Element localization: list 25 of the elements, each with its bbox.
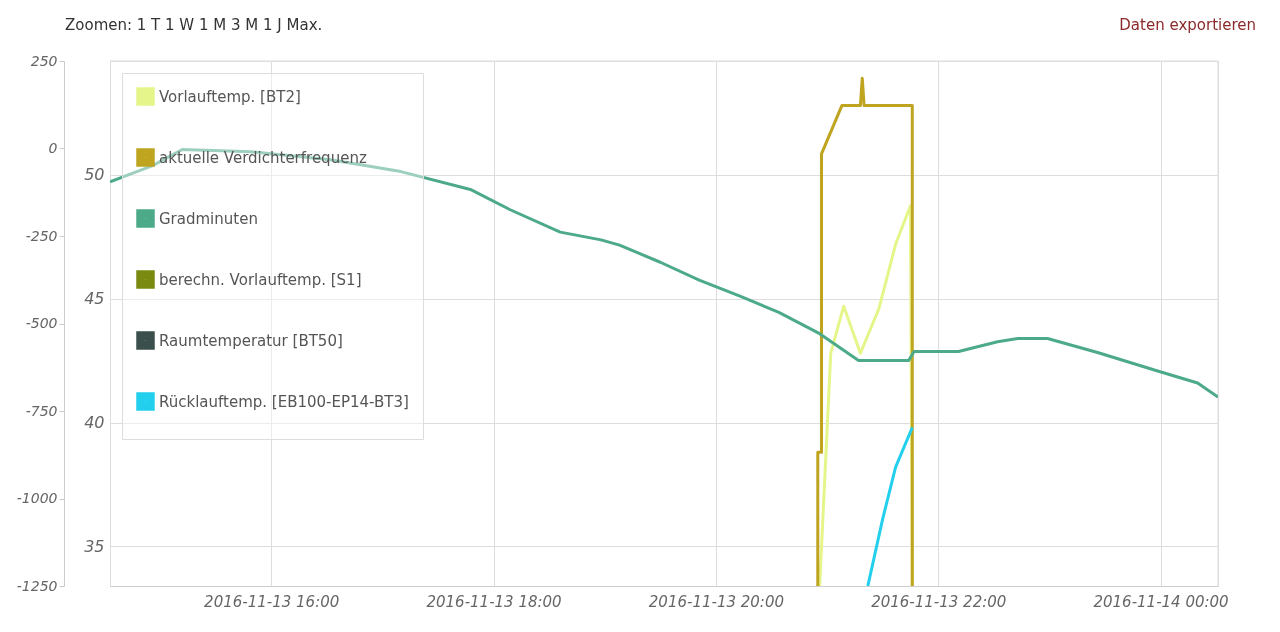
y2-tick-label: 250 — [30, 52, 58, 69]
y-tick-label: 50 — [84, 165, 105, 185]
legend-label: berechn. Vorlauftemp. [S1] — [159, 270, 362, 289]
legend-label: Rücklauftemp. [EB100-EP14-BT3] — [159, 392, 409, 411]
y2-tick-label: -500 — [25, 315, 58, 331]
y-tick-label: 35 — [84, 536, 105, 556]
text: Daten exportieren — [1119, 16, 1256, 34]
legend-label: Gradminuten — [159, 209, 258, 228]
y-tick-label: 40 — [84, 413, 105, 433]
line-series — [866, 426, 914, 586]
text: Zoomen: 1 T 1 W 1 M 3 M 1 J Max. — [65, 16, 323, 34]
x-tick-label: 2016-11-13 16:00 — [204, 592, 340, 611]
y2-tick-label: -1000 — [16, 490, 58, 506]
legend-label: Vorlauftemp. [BT2] — [159, 87, 301, 106]
y2-tick-label: -750 — [25, 402, 58, 419]
y2-tick-label: 0 — [48, 140, 58, 156]
legend-label: Raumtemperatur [BT50] — [159, 331, 343, 350]
x-tick-label: 2016-11-13 18:00 — [426, 592, 562, 611]
x-tick-label: 2016-11-13 20:00 — [648, 592, 784, 611]
line-series — [816, 76, 914, 586]
y2-tick-label: -1250 — [16, 577, 58, 594]
x-tick-label: 2016-11-13 22:00 — [871, 592, 1007, 611]
x-tick-label: 2016-11-14 00:00 — [1093, 592, 1229, 611]
y-tick-label: 45 — [84, 289, 105, 309]
y2-tick-label: -250 — [25, 227, 58, 244]
